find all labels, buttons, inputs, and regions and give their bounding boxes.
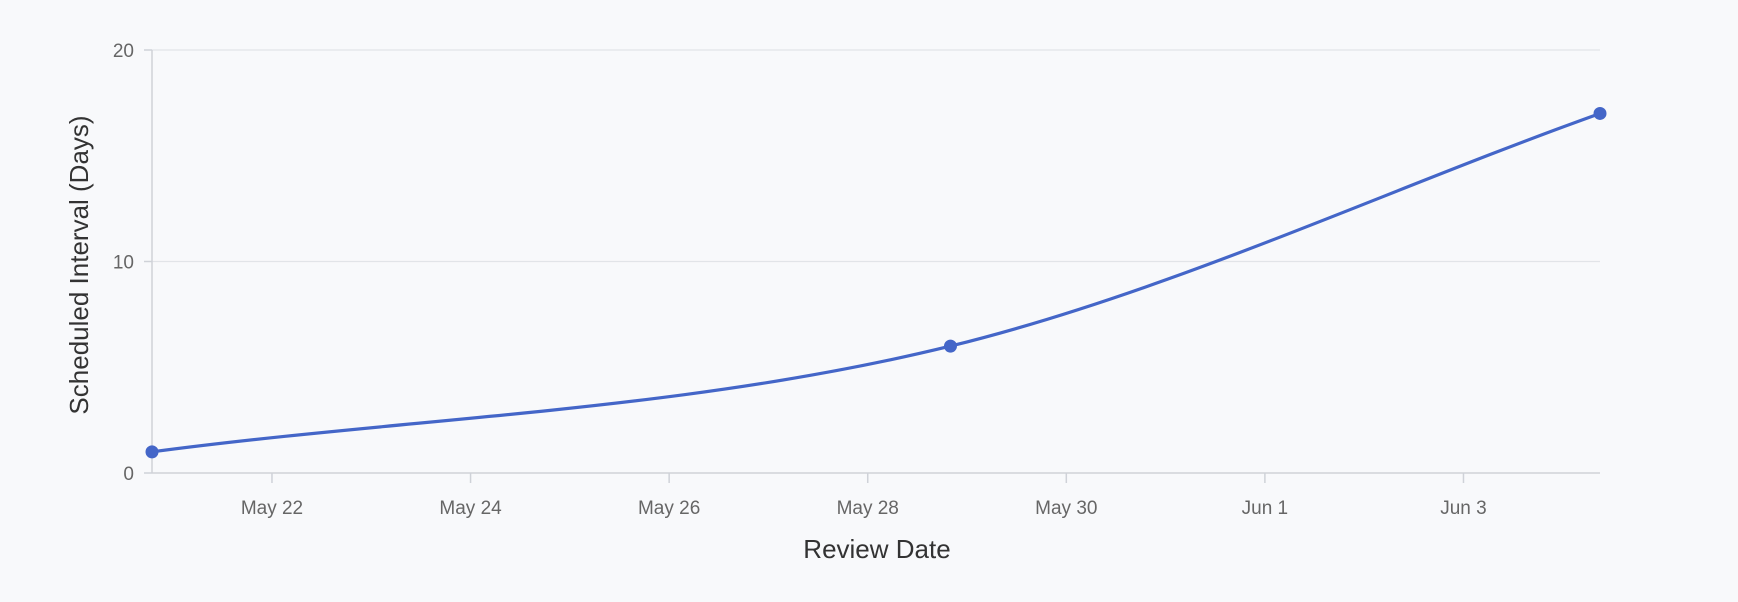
y-tick-label: 20: [113, 41, 134, 62]
series-layer: [145, 106, 1607, 459]
y-axis-title: Scheduled Interval (Days): [64, 115, 94, 414]
y-tick-label: 0: [123, 464, 134, 485]
data-point: [145, 445, 159, 459]
x-tick-label: Jun 1: [1242, 498, 1288, 519]
x-tick-label: Jun 3: [1440, 498, 1486, 519]
series-line: [150, 111, 1602, 454]
x-axis-title: Review Date: [803, 534, 950, 564]
x-tick-label: May 30: [1035, 498, 1097, 519]
x-tick-label: May 24: [439, 498, 502, 519]
data-point: [1593, 106, 1607, 120]
tick-labels: 0 10 20 May 22 May 24 May 26 May 28 May 30 Jun 1…: [113, 41, 1487, 519]
x-tick-label: May 22: [241, 498, 303, 519]
data-point: [943, 339, 957, 353]
x-tick-label: May 28: [837, 498, 899, 519]
axes: [144, 49, 1600, 483]
x-tick-label: May 26: [638, 498, 700, 519]
grid-lines: [152, 49, 1600, 263]
y-tick-label: 10: [113, 253, 134, 274]
